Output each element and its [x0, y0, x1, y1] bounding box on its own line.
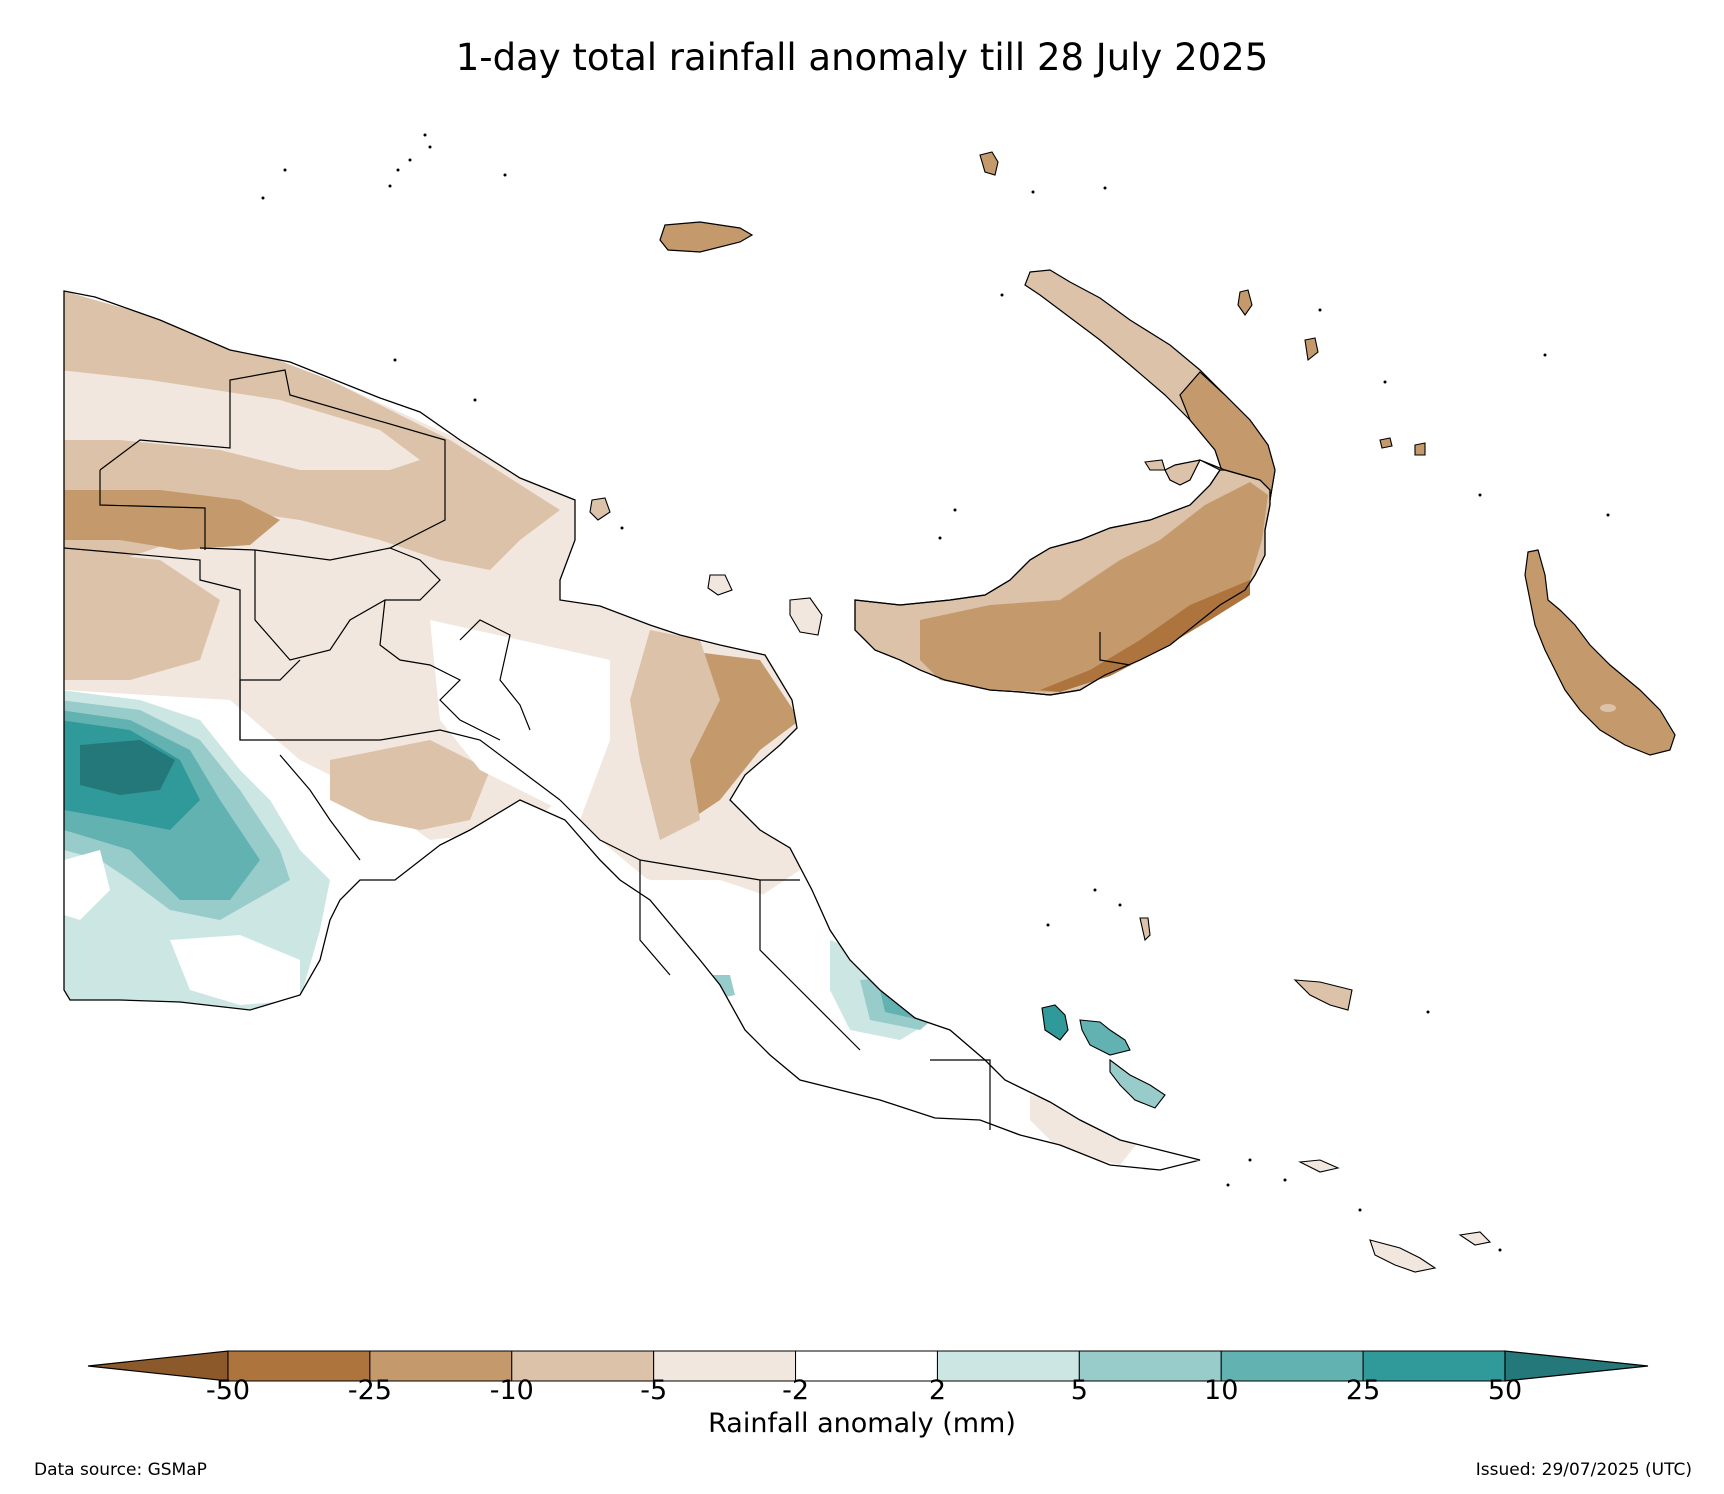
colorbar-bin [1078, 1350, 1222, 1382]
colorbar-bin [227, 1350, 371, 1382]
colorbar-bin [1362, 1350, 1506, 1382]
colorbar-bin [936, 1350, 1080, 1382]
island-bougainville [1524, 549, 1676, 756]
colorbar-tick-label: 5 [1070, 1375, 1088, 1406]
colorbar-tick-label: 10 [1204, 1375, 1239, 1406]
colorbar-label: Rainfall anomaly (mm) [708, 1408, 1016, 1439]
colorbar-tick-label: -5 [640, 1375, 668, 1406]
small-islands [589, 151, 1492, 1273]
data-source-note: Data source: GSMaP [34, 1460, 207, 1480]
tiny-island-dots [261, 133, 1610, 1252]
colorbar-tick-label: -25 [347, 1375, 392, 1406]
colorbar-tick-label: -50 [205, 1375, 251, 1406]
colorbar-bin [653, 1350, 797, 1382]
province-boundaries [63, 369, 991, 1130]
colorbar-bin [1220, 1350, 1364, 1382]
colorbar-bin [795, 1350, 938, 1382]
colorbar-extend-high [1504, 1350, 1649, 1382]
colorbar-tick-label: -2 [782, 1375, 810, 1406]
island-manus [659, 221, 754, 253]
rainfall-map [63, 133, 1676, 1273]
colorbar-tick-label: -10 [489, 1375, 534, 1406]
colorbar-tick-label: 25 [1345, 1375, 1381, 1406]
chart-title: 1-day total rainfall anomaly till 28 Jul… [455, 36, 1269, 79]
mainland [63, 290, 1201, 1171]
issued-date-note: Issued: 29/07/2025 (UTC) [1475, 1460, 1692, 1480]
colorbar-tick-label: 50 [1487, 1375, 1523, 1406]
colorbar-tick-label: 2 [928, 1375, 947, 1406]
island-new-britain [854, 459, 1271, 696]
colorbar-bin [369, 1350, 513, 1382]
